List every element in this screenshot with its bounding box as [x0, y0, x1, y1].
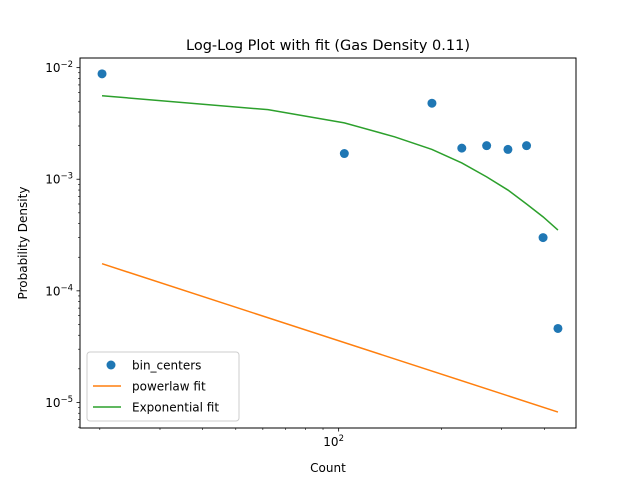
series-line-powerlaw-fit — [101, 262, 559, 413]
y-tick-label: 10−3 — [45, 172, 73, 187]
y-axis: 10−5 10−4 10−3 10−2 — [45, 60, 80, 428]
data-point — [482, 141, 492, 151]
chart-title: Log-Log Plot with fit (Gas Density 0.11) — [186, 38, 470, 54]
legend-label: powerlaw fit — [132, 380, 206, 394]
x-tick-label: 102 — [323, 434, 344, 449]
legend: bin_centers powerlaw fit Exponential fit — [86, 351, 240, 422]
x-axis-label: Count — [310, 461, 346, 475]
plot-area — [79, 57, 577, 429]
legend-label: bin_centers — [132, 359, 201, 373]
legend-label: Exponential fit — [132, 401, 219, 415]
legend-box — [86, 351, 240, 422]
y-tick-label: 10−2 — [45, 60, 73, 75]
x-axis: 102 — [99, 428, 545, 449]
series-line-exponential-fit — [101, 94, 559, 231]
y-axis-label: Probability Density — [16, 187, 30, 300]
y-tick-label: 10−4 — [45, 283, 73, 298]
data-point — [427, 98, 437, 108]
legend-entry: bin_centers — [106, 359, 201, 373]
axes-frame — [79, 57, 577, 429]
y-tick-label: 10−5 — [45, 395, 73, 410]
legend-entry: Exponential fit — [93, 401, 219, 415]
legend-entry: powerlaw fit — [93, 380, 206, 394]
legend-marker — [106, 360, 116, 370]
data-point — [97, 69, 107, 79]
data-point — [522, 141, 532, 151]
data-point — [457, 143, 467, 153]
data-point — [538, 233, 548, 243]
data-point — [553, 323, 563, 333]
data-point — [503, 144, 513, 154]
data-point — [339, 149, 349, 159]
